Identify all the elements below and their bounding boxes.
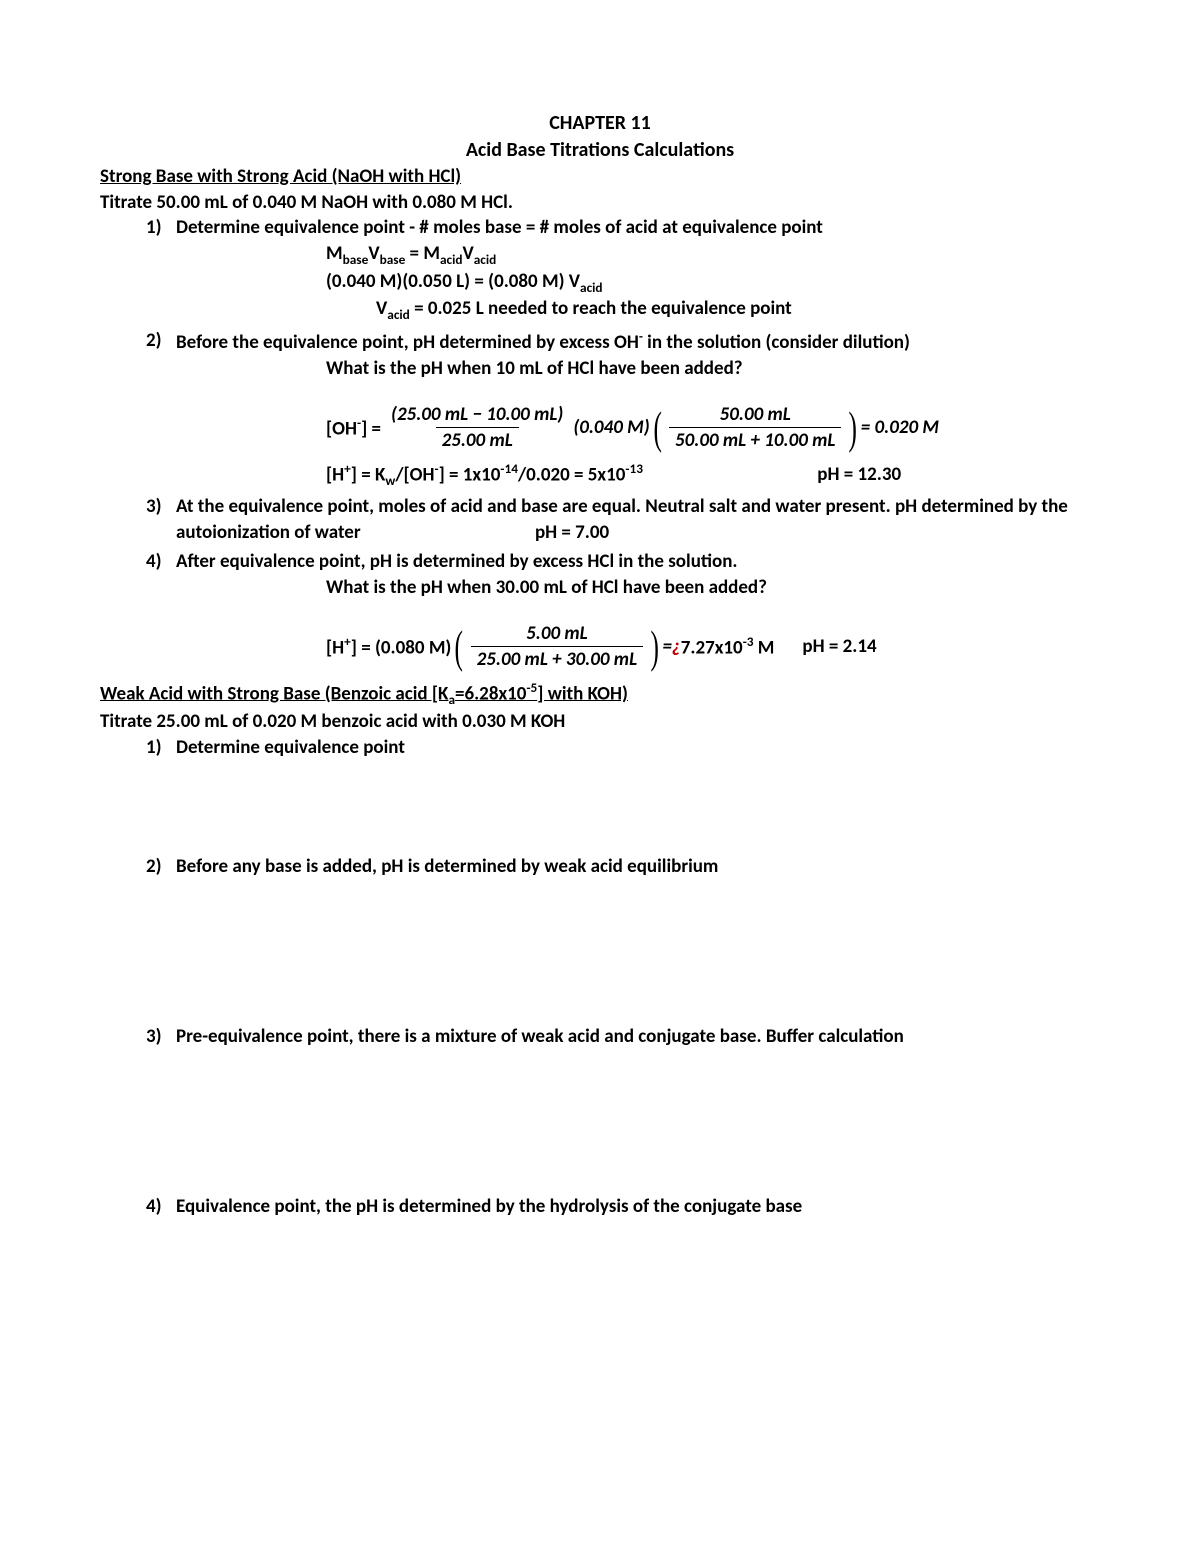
hplus-line: [H+] = Kw/[OH-] = 1x10-14/0.020 = 5x10-1… — [176, 460, 1100, 490]
item-number: 1) — [146, 215, 162, 241]
oh-equation: [OH-] = (25.00 mL − 10.00 mL) 25.00 mL (… — [176, 402, 1100, 454]
s1-item1: 1) Determine equivalence point - # moles… — [146, 215, 1100, 324]
item-text: Before any base is added, pH is determin… — [176, 855, 718, 878]
item-number: 1) — [146, 735, 162, 761]
page-subtitle: Acid Base Titrations Calculations — [100, 137, 1100, 164]
s2-item2: 2) Before any base is added, pH is deter… — [146, 854, 1100, 1020]
item-number: 3) — [146, 1024, 162, 1050]
item-text: At the equivalence point, moles of acid … — [176, 495, 1068, 544]
eq-mv: MbaseVbase = MacidVacid — [176, 241, 1100, 269]
eq-vresult: Vacid = 0.025 L needed to reach the equi… — [176, 296, 1100, 324]
item-text: Determine equivalence point — [176, 736, 405, 759]
section2-heading: Weak Acid with Strong Base (Benzoic acid… — [100, 679, 1100, 709]
section1-heading: Strong Base with Strong Acid (NaOH with … — [100, 164, 1100, 190]
s2-item4: 4) Equivalence point, the pH is determin… — [146, 1194, 1100, 1220]
ph-result: pH = 12.30 — [817, 462, 901, 488]
ph-result: pH = 7.00 — [535, 520, 609, 546]
question: What is the pH when 30.00 mL of HCl have… — [176, 575, 1100, 601]
item-text: Equivalence point, the pH is determined … — [176, 1195, 802, 1218]
s1-item4: 4) After equivalence point, pH is determ… — [146, 549, 1100, 673]
item-text: Before the equivalence point, pH determi… — [176, 331, 910, 354]
section2-list: 1) Determine equivalence point 2) Before… — [100, 735, 1100, 1220]
fraction-2: 50.00 mL 50.00 mL + 10.00 mL — [669, 402, 841, 454]
question: What is the pH when 10 mL of HCl have be… — [176, 356, 1100, 382]
s2-item1: 1) Determine equivalence point — [146, 735, 1100, 851]
item-number: 2) — [146, 854, 162, 880]
s1-item3: 3) At the equivalence point, moles of ac… — [146, 494, 1100, 545]
item-number: 3) — [146, 494, 162, 520]
s2-item3: 3) Pre-equivalence point, there is a mix… — [146, 1024, 1100, 1190]
fraction-1: (25.00 mL − 10.00 mL) 25.00 mL — [385, 402, 569, 454]
section1-list: 1) Determine equivalence point - # moles… — [100, 215, 1100, 673]
item-text: Pre-equivalence point, there is a mixtur… — [176, 1025, 904, 1048]
section2-intro: Titrate 25.00 mL of 0.020 M benzoic acid… — [100, 709, 1100, 735]
hplus-equation: [H+] = (0.080 M) ( 5.00 mL 25.00 mL + 30… — [176, 621, 1100, 673]
eq-substitute: (0.040 M)(0.050 L) = (0.080 M) Vacid — [176, 269, 1100, 297]
item-number: 2) — [146, 328, 162, 354]
fraction-3: 5.00 mL 25.00 mL + 30.00 mL — [471, 621, 643, 673]
ph-result: pH = 2.14 — [802, 634, 876, 660]
item-number: 4) — [146, 549, 162, 575]
chapter-title: CHAPTER 11 — [100, 110, 1100, 137]
item-text: After equivalence point, pH is determine… — [176, 550, 738, 573]
section1-intro: Titrate 50.00 mL of 0.040 M NaOH with 0.… — [100, 190, 1100, 216]
s1-item2: 2) Before the equivalence point, pH dete… — [146, 328, 1100, 490]
item-text: Determine equivalence point - # moles ba… — [176, 216, 823, 239]
item-number: 4) — [146, 1194, 162, 1220]
